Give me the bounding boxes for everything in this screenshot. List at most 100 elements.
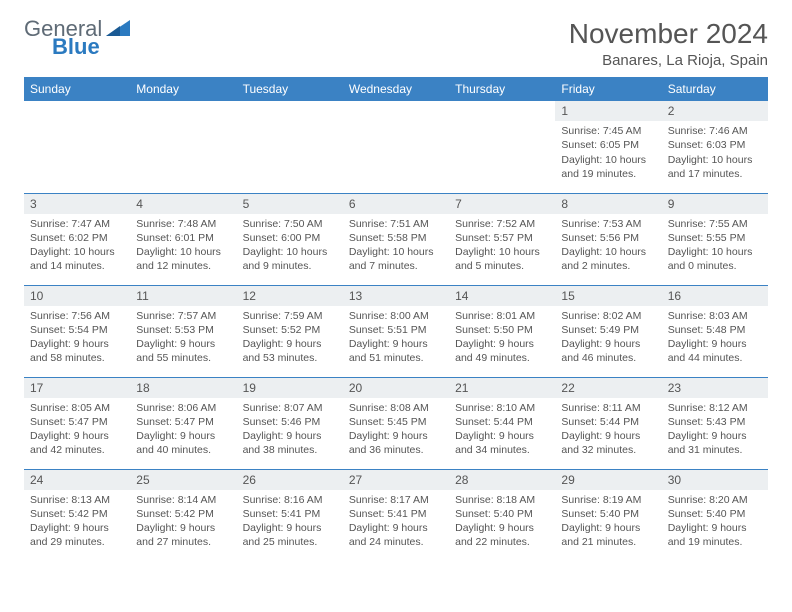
logo-text: General Blue (24, 18, 102, 58)
sunset-text: Sunset: 5:40 PM (561, 507, 655, 521)
sunset-text: Sunset: 5:42 PM (30, 507, 124, 521)
day-number: 5 (237, 194, 343, 214)
sunset-text: Sunset: 5:44 PM (455, 415, 549, 429)
sunrise-text: Sunrise: 7:56 AM (30, 309, 124, 323)
sunrise-text: Sunrise: 7:47 AM (30, 217, 124, 231)
calendar-cell: 11Sunrise: 7:57 AMSunset: 5:53 PMDayligh… (130, 285, 236, 377)
daylight-text: Daylight: 10 hours and 19 minutes. (561, 153, 655, 181)
daylight-text: Daylight: 9 hours and 49 minutes. (455, 337, 549, 365)
sunrise-text: Sunrise: 8:06 AM (136, 401, 230, 415)
sunset-text: Sunset: 5:53 PM (136, 323, 230, 337)
sunset-text: Sunset: 5:41 PM (349, 507, 443, 521)
sunset-text: Sunset: 5:48 PM (668, 323, 762, 337)
calendar-cell: 6Sunrise: 7:51 AMSunset: 5:58 PMDaylight… (343, 193, 449, 285)
day-number: 2 (662, 101, 768, 121)
daylight-text: Daylight: 10 hours and 2 minutes. (561, 245, 655, 273)
day-number: 18 (130, 378, 236, 398)
sunset-text: Sunset: 6:01 PM (136, 231, 230, 245)
daylight-text: Daylight: 9 hours and 53 minutes. (243, 337, 337, 365)
sunrise-text: Sunrise: 7:45 AM (561, 124, 655, 138)
calendar-week-row: 10Sunrise: 7:56 AMSunset: 5:54 PMDayligh… (24, 285, 768, 377)
sunrise-text: Sunrise: 7:48 AM (136, 217, 230, 231)
sunset-text: Sunset: 5:55 PM (668, 231, 762, 245)
day-number: 14 (449, 286, 555, 306)
month-title: November 2024 (569, 18, 768, 50)
day-number: 10 (24, 286, 130, 306)
daylight-text: Daylight: 9 hours and 44 minutes. (668, 337, 762, 365)
day-number: 23 (662, 378, 768, 398)
calendar-cell: 1Sunrise: 7:45 AMSunset: 6:05 PMDaylight… (555, 101, 661, 193)
calendar-cell: 8Sunrise: 7:53 AMSunset: 5:56 PMDaylight… (555, 193, 661, 285)
day-number: 30 (662, 470, 768, 490)
daylight-text: Daylight: 9 hours and 46 minutes. (561, 337, 655, 365)
sunset-text: Sunset: 5:40 PM (455, 507, 549, 521)
daylight-text: Daylight: 10 hours and 17 minutes. (668, 153, 762, 181)
sunrise-text: Sunrise: 7:46 AM (668, 124, 762, 138)
sunrise-text: Sunrise: 8:07 AM (243, 401, 337, 415)
sunrise-text: Sunrise: 8:14 AM (136, 493, 230, 507)
sunrise-text: Sunrise: 8:20 AM (668, 493, 762, 507)
calendar-cell: 3Sunrise: 7:47 AMSunset: 6:02 PMDaylight… (24, 193, 130, 285)
sunset-text: Sunset: 5:50 PM (455, 323, 549, 337)
sunrise-text: Sunrise: 8:02 AM (561, 309, 655, 323)
daylight-text: Daylight: 9 hours and 29 minutes. (30, 521, 124, 549)
sunset-text: Sunset: 5:40 PM (668, 507, 762, 521)
sunrise-text: Sunrise: 7:53 AM (561, 217, 655, 231)
calendar-cell: 7Sunrise: 7:52 AMSunset: 5:57 PMDaylight… (449, 193, 555, 285)
sunrise-text: Sunrise: 8:19 AM (561, 493, 655, 507)
sunrise-text: Sunrise: 7:59 AM (243, 309, 337, 323)
daylight-text: Daylight: 10 hours and 12 minutes. (136, 245, 230, 273)
calendar-cell: 10Sunrise: 7:56 AMSunset: 5:54 PMDayligh… (24, 285, 130, 377)
daylight-text: Daylight: 10 hours and 5 minutes. (455, 245, 549, 273)
day-number: 20 (343, 378, 449, 398)
sunset-text: Sunset: 5:47 PM (30, 415, 124, 429)
daylight-text: Daylight: 10 hours and 14 minutes. (30, 245, 124, 273)
sunrise-text: Sunrise: 8:13 AM (30, 493, 124, 507)
weekday-header: Sunday (24, 77, 130, 101)
sunrise-text: Sunrise: 8:00 AM (349, 309, 443, 323)
daylight-text: Daylight: 9 hours and 21 minutes. (561, 521, 655, 549)
header: General Blue November 2024 Banares, La R… (24, 18, 768, 69)
daylight-text: Daylight: 9 hours and 19 minutes. (668, 521, 762, 549)
weekday-header: Wednesday (343, 77, 449, 101)
calendar-cell: 14Sunrise: 8:01 AMSunset: 5:50 PMDayligh… (449, 285, 555, 377)
weekday-header-row: Sunday Monday Tuesday Wednesday Thursday… (24, 77, 768, 101)
calendar-cell: 15Sunrise: 8:02 AMSunset: 5:49 PMDayligh… (555, 285, 661, 377)
day-number: 28 (449, 470, 555, 490)
daylight-text: Daylight: 9 hours and 42 minutes. (30, 429, 124, 457)
calendar-week-row: 24Sunrise: 8:13 AMSunset: 5:42 PMDayligh… (24, 469, 768, 561)
daylight-text: Daylight: 9 hours and 51 minutes. (349, 337, 443, 365)
calendar-cell: 17Sunrise: 8:05 AMSunset: 5:47 PMDayligh… (24, 377, 130, 469)
calendar-cell: 28Sunrise: 8:18 AMSunset: 5:40 PMDayligh… (449, 469, 555, 561)
sunset-text: Sunset: 5:58 PM (349, 231, 443, 245)
weekday-header: Tuesday (237, 77, 343, 101)
daylight-text: Daylight: 9 hours and 38 minutes. (243, 429, 337, 457)
logo-triangle-icon (106, 20, 132, 40)
sunset-text: Sunset: 5:43 PM (668, 415, 762, 429)
calendar-cell: 16Sunrise: 8:03 AMSunset: 5:48 PMDayligh… (662, 285, 768, 377)
day-number: 17 (24, 378, 130, 398)
calendar-cell: 27Sunrise: 8:17 AMSunset: 5:41 PMDayligh… (343, 469, 449, 561)
calendar-cell (343, 101, 449, 193)
daylight-text: Daylight: 9 hours and 32 minutes. (561, 429, 655, 457)
calendar-cell: 22Sunrise: 8:11 AMSunset: 5:44 PMDayligh… (555, 377, 661, 469)
daylight-text: Daylight: 9 hours and 58 minutes. (30, 337, 124, 365)
day-number: 9 (662, 194, 768, 214)
sunrise-text: Sunrise: 8:10 AM (455, 401, 549, 415)
calendar-table: Sunday Monday Tuesday Wednesday Thursday… (24, 77, 768, 561)
day-number: 26 (237, 470, 343, 490)
sunset-text: Sunset: 5:44 PM (561, 415, 655, 429)
sunset-text: Sunset: 5:57 PM (455, 231, 549, 245)
day-number: 4 (130, 194, 236, 214)
calendar-week-row: 17Sunrise: 8:05 AMSunset: 5:47 PMDayligh… (24, 377, 768, 469)
calendar-cell: 19Sunrise: 8:07 AMSunset: 5:46 PMDayligh… (237, 377, 343, 469)
sunrise-text: Sunrise: 8:17 AM (349, 493, 443, 507)
daylight-text: Daylight: 10 hours and 9 minutes. (243, 245, 337, 273)
sunset-text: Sunset: 5:47 PM (136, 415, 230, 429)
logo: General Blue (24, 18, 132, 58)
calendar-cell: 26Sunrise: 8:16 AMSunset: 5:41 PMDayligh… (237, 469, 343, 561)
sunset-text: Sunset: 5:46 PM (243, 415, 337, 429)
sunset-text: Sunset: 5:45 PM (349, 415, 443, 429)
day-number: 16 (662, 286, 768, 306)
daylight-text: Daylight: 9 hours and 31 minutes. (668, 429, 762, 457)
